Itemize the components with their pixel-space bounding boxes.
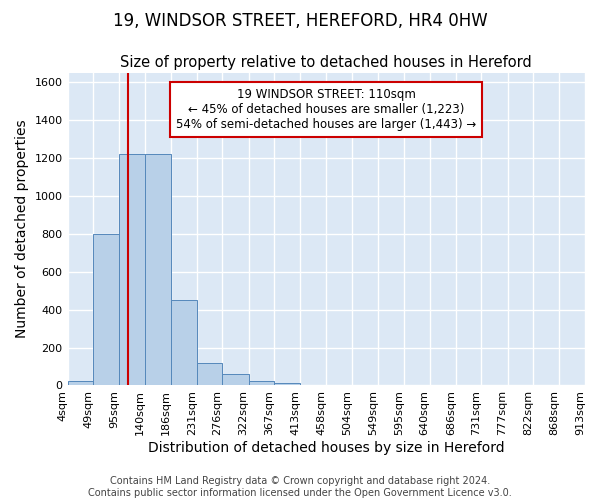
Bar xyxy=(171,300,197,386)
Y-axis label: Number of detached properties: Number of detached properties xyxy=(15,120,29,338)
Bar xyxy=(248,380,274,386)
Bar xyxy=(93,234,119,386)
Text: 19, WINDSOR STREET, HEREFORD, HR4 0HW: 19, WINDSOR STREET, HEREFORD, HR4 0HW xyxy=(113,12,487,30)
X-axis label: Distribution of detached houses by size in Hereford: Distribution of detached houses by size … xyxy=(148,441,505,455)
Title: Size of property relative to detached houses in Hereford: Size of property relative to detached ho… xyxy=(121,55,532,70)
Bar xyxy=(197,362,223,386)
Bar xyxy=(274,382,301,386)
Bar xyxy=(145,154,171,386)
Bar xyxy=(68,380,93,386)
Text: Contains HM Land Registry data © Crown copyright and database right 2024.
Contai: Contains HM Land Registry data © Crown c… xyxy=(88,476,512,498)
Bar xyxy=(119,154,145,386)
Text: 19 WINDSOR STREET: 110sqm
← 45% of detached houses are smaller (1,223)
54% of se: 19 WINDSOR STREET: 110sqm ← 45% of detac… xyxy=(176,88,476,131)
Bar xyxy=(223,374,248,386)
